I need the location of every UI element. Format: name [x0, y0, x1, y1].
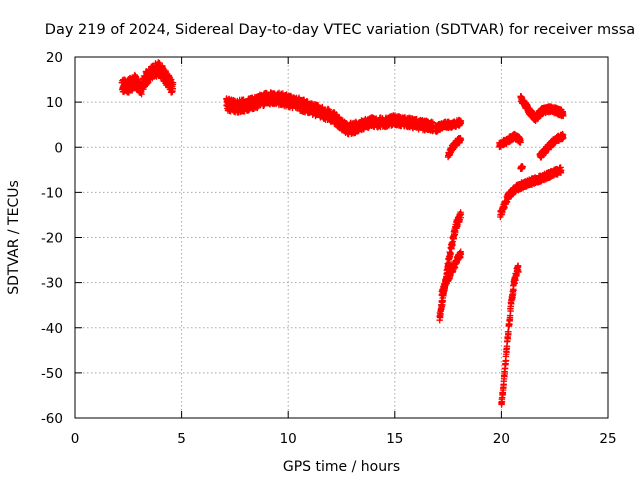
x-tick-labels: 0 5 10 15 20 25 [71, 431, 617, 447]
x-tick-label: 5 [177, 431, 186, 447]
data-point [514, 262, 522, 269]
data-point [560, 112, 567, 120]
y-tick-label: -30 [41, 276, 63, 292]
data-point [169, 79, 177, 86]
y-tick-labels: 20 10 0 -10 -20 -30 -40 -50 -60 [41, 50, 63, 427]
y-tick-label: 10 [46, 95, 63, 111]
data-point [557, 167, 565, 174]
y-tick-label: 20 [46, 50, 63, 66]
data-point [457, 117, 465, 125]
data-point [560, 134, 567, 141]
y-tick-label: -10 [41, 185, 63, 201]
y-axis-label: SDTVAR / TECUs [6, 180, 22, 295]
y-tick-label: -40 [41, 321, 63, 337]
x-tick-label: 25 [599, 431, 616, 447]
data-point [502, 357, 510, 364]
axis-ticks [74, 56, 609, 419]
x-tick-label: 0 [71, 431, 80, 447]
y-tick-label: -50 [41, 366, 63, 382]
y-tick-label: -20 [41, 231, 63, 247]
y-tick-label: 0 [54, 140, 63, 156]
x-tick-label: 15 [386, 431, 403, 447]
data-point [505, 328, 512, 336]
x-tick-label: 20 [493, 431, 510, 447]
data-point [457, 210, 465, 218]
data-point [447, 250, 454, 258]
chart-title: Day 219 of 2024, Sidereal Day-to-day VTE… [45, 22, 635, 38]
data-point [457, 251, 465, 258]
x-axis-label: GPS time / hours [283, 459, 400, 475]
x-tick-label: 10 [280, 431, 297, 447]
data-point [515, 268, 522, 276]
y-tick-label: -60 [41, 411, 63, 427]
data-point [510, 287, 517, 294]
data-point [517, 139, 524, 146]
data-point [519, 163, 526, 171]
data-points [118, 59, 567, 408]
data-point [457, 136, 465, 144]
